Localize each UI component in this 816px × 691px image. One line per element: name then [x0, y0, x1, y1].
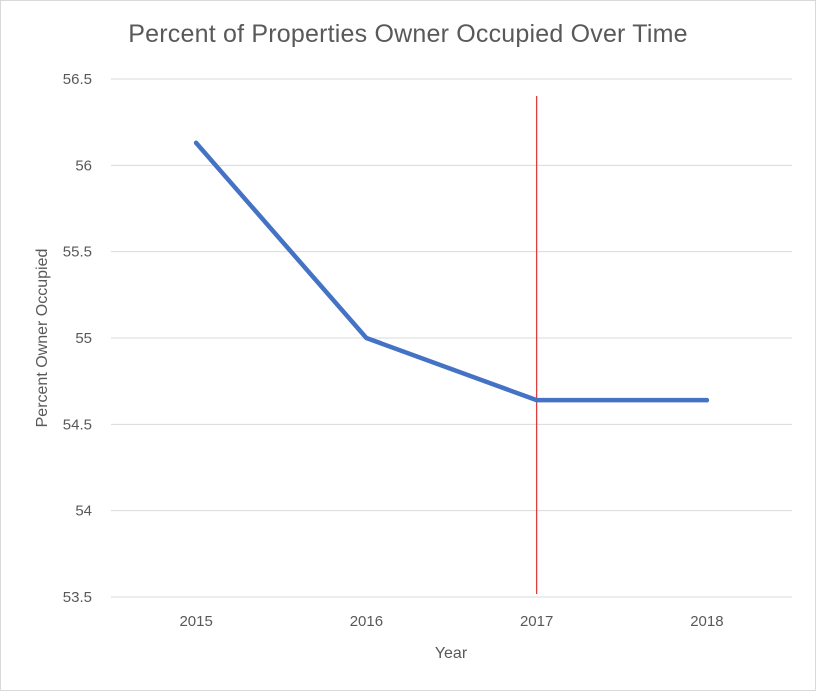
- x-tick-label: 2015: [179, 613, 212, 630]
- y-tick-label: 54.5: [63, 416, 92, 433]
- x-axis-title: Year: [435, 645, 468, 662]
- x-axis-ticks: 2015 2016 2017 2018: [179, 613, 723, 630]
- y-tick-label: 53.5: [63, 589, 92, 606]
- y-tick-label: 55: [75, 330, 92, 347]
- data-point: [704, 397, 710, 403]
- x-tick-label: 2018: [690, 613, 723, 630]
- data-point: [364, 335, 369, 341]
- series-layer: [193, 140, 710, 403]
- y-tick-label: 56.5: [63, 71, 92, 88]
- y-tick-label: 55.5: [63, 244, 92, 261]
- data-point: [193, 140, 199, 146]
- data-point: [534, 397, 539, 403]
- y-axis-title: Percent Owner Occupied: [34, 249, 51, 428]
- gridlines: [111, 78, 792, 598]
- x-tick-label: 2017: [520, 613, 553, 630]
- y-tick-label: 56: [75, 157, 92, 174]
- chart-title: Percent of Properties Owner Occupied Ove…: [128, 20, 688, 48]
- y-axis-ticks: 53.5 54 54.5 55 55.5 56 56.5: [63, 71, 92, 606]
- y-tick-label: 54: [75, 503, 92, 520]
- series-line: [193, 140, 710, 403]
- x-tick-label: 2016: [350, 613, 383, 630]
